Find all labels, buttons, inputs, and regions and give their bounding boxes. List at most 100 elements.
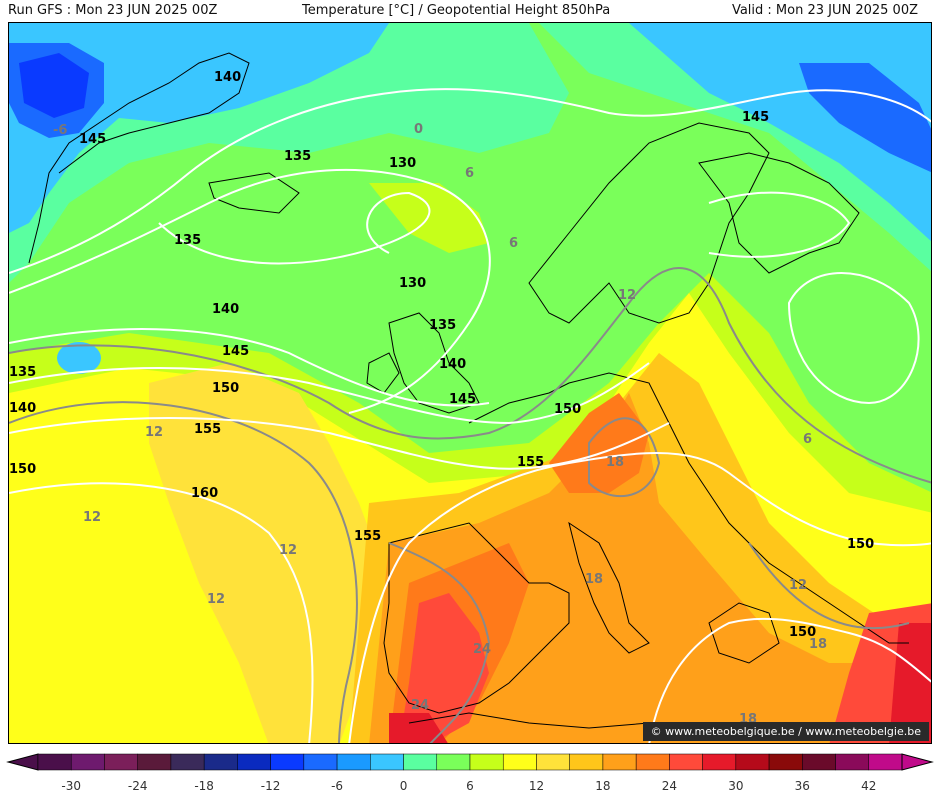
isotherm-label: 12	[618, 288, 636, 303]
height-label: 140	[212, 302, 239, 317]
header-bar: Run GFS : Mon 23 JUN 2025 00Z Temperatur…	[0, 0, 940, 22]
height-label: 145	[222, 344, 249, 359]
legend-tick-label: 30	[728, 779, 743, 793]
weather-map: 140 145 135 130 6 0 -6 135 130 135 140 1…	[8, 22, 932, 744]
legend-arrow-high	[901, 753, 934, 771]
height-label: 135	[9, 365, 36, 380]
isotherm-label: 12	[83, 510, 101, 525]
iberia-core	[399, 593, 489, 743]
height-label: 140	[9, 401, 36, 416]
atlantic-warm	[149, 363, 389, 743]
legend-arrow-low	[6, 753, 39, 771]
height-label: 130	[399, 276, 426, 291]
legend-swatch	[403, 753, 438, 771]
legend-swatch	[104, 753, 138, 771]
height-label: 150	[554, 402, 581, 417]
height-label: 145	[742, 110, 769, 125]
isotherm-label: 24	[473, 642, 491, 657]
iceland-sea-blob	[369, 183, 489, 253]
height-contours	[9, 88, 931, 743]
isotherm-label: 12	[789, 578, 807, 593]
legend-swatch	[735, 753, 770, 771]
legend-tick-label: -30	[61, 779, 81, 793]
isotherm-label: 0	[414, 122, 423, 137]
legend-swatch	[203, 753, 238, 771]
height-label: 135	[284, 149, 311, 164]
legend-tick-label: 6	[466, 779, 474, 793]
east-med-core	[889, 623, 931, 743]
legend-swatch	[669, 753, 703, 771]
atlantic-cold-blob	[57, 342, 101, 374]
legend-tick-label: -18	[194, 779, 214, 793]
height-label: 150	[212, 381, 239, 396]
legend-swatch	[635, 753, 670, 771]
isotherm-label: -6	[53, 123, 67, 138]
isotherm-label: 18	[606, 455, 624, 470]
legend-tick-label: 18	[595, 779, 610, 793]
isotherm-label: 6	[509, 236, 518, 251]
legend-swatch	[868, 753, 903, 771]
legend-swatch	[137, 753, 172, 771]
height-label: 155	[354, 529, 381, 544]
legend-tick-label: 42	[861, 779, 876, 793]
height-label: 140	[439, 357, 466, 372]
map-title: Temperature [°C] / Geopotential Height 8…	[302, 3, 611, 18]
legend-tick-label: -24	[128, 779, 148, 793]
legend-swatch	[237, 753, 271, 771]
legend-swatch	[602, 753, 637, 771]
height-label: 135	[429, 318, 456, 333]
isotherm-label: 18	[809, 637, 827, 652]
isotherms	[9, 267, 931, 743]
legend-swatch	[768, 753, 803, 771]
warm-zone-20	[369, 393, 931, 743]
valid-label: Valid : Mon 23 JUN 2025 00Z	[731, 3, 918, 18]
height-label: 130	[389, 156, 416, 171]
legend-swatch	[70, 753, 105, 771]
color-legend: -30 -24 -18 -12 -6 0 6 12 18 24 30 36 42	[6, 753, 934, 793]
height-label: 150	[847, 537, 874, 552]
isotherm-label: 24	[411, 698, 429, 713]
legend-tick-label: 0	[400, 779, 408, 793]
isotherm-label: 12	[145, 425, 163, 440]
height-label: 140	[214, 70, 241, 85]
legend-swatch	[469, 753, 504, 771]
legend-swatch	[270, 753, 305, 771]
greenland-core	[19, 53, 89, 118]
legend-swatch	[569, 753, 604, 771]
isotherm-label: 6	[803, 432, 812, 447]
height-label: 150	[789, 625, 816, 640]
map-canvas: 140 145 135 130 6 0 -6 135 130 135 140 1…	[9, 23, 931, 743]
legend-tick-label: -12	[261, 779, 281, 793]
legend-swatch	[502, 753, 537, 771]
legend-swatch	[802, 753, 836, 771]
isotherm-label: 12	[207, 592, 225, 607]
legend-swatch	[835, 753, 870, 771]
legend-swatch	[336, 753, 371, 771]
legend-swatch	[702, 753, 737, 771]
legend-swatch	[170, 753, 205, 771]
isotherm-label: 18	[585, 572, 603, 587]
legend-swatch	[37, 753, 72, 771]
height-label: 135	[174, 233, 201, 248]
height-label: 145	[449, 392, 476, 407]
legend-swatch	[436, 753, 471, 771]
legend-tick-label: 36	[795, 779, 810, 793]
height-label: 155	[194, 422, 221, 437]
height-label: 155	[517, 455, 544, 470]
legend-swatch	[536, 753, 570, 771]
height-label: 150	[9, 462, 36, 477]
legend-swatch	[370, 753, 404, 771]
legend-labels: -30 -24 -18 -12 -6 0 6 12 18 24 30 36 42	[61, 779, 876, 793]
height-label: 160	[191, 486, 218, 501]
run-label: Run GFS : Mon 23 JUN 2025 00Z	[8, 3, 218, 18]
isotherm-label: 12	[279, 543, 297, 558]
legend-tick-label: 24	[662, 779, 677, 793]
legend-tick-label: -6	[331, 779, 343, 793]
legend-tick-label: 12	[529, 779, 544, 793]
credit-label: © www.meteobelgique.be / www.meteobelgie…	[642, 722, 929, 741]
legend-swatch	[303, 753, 338, 771]
height-label: 145	[79, 132, 106, 147]
north-africa-core	[389, 713, 448, 743]
legend-segments	[6, 753, 934, 771]
isotherm-label: 6	[465, 166, 474, 181]
